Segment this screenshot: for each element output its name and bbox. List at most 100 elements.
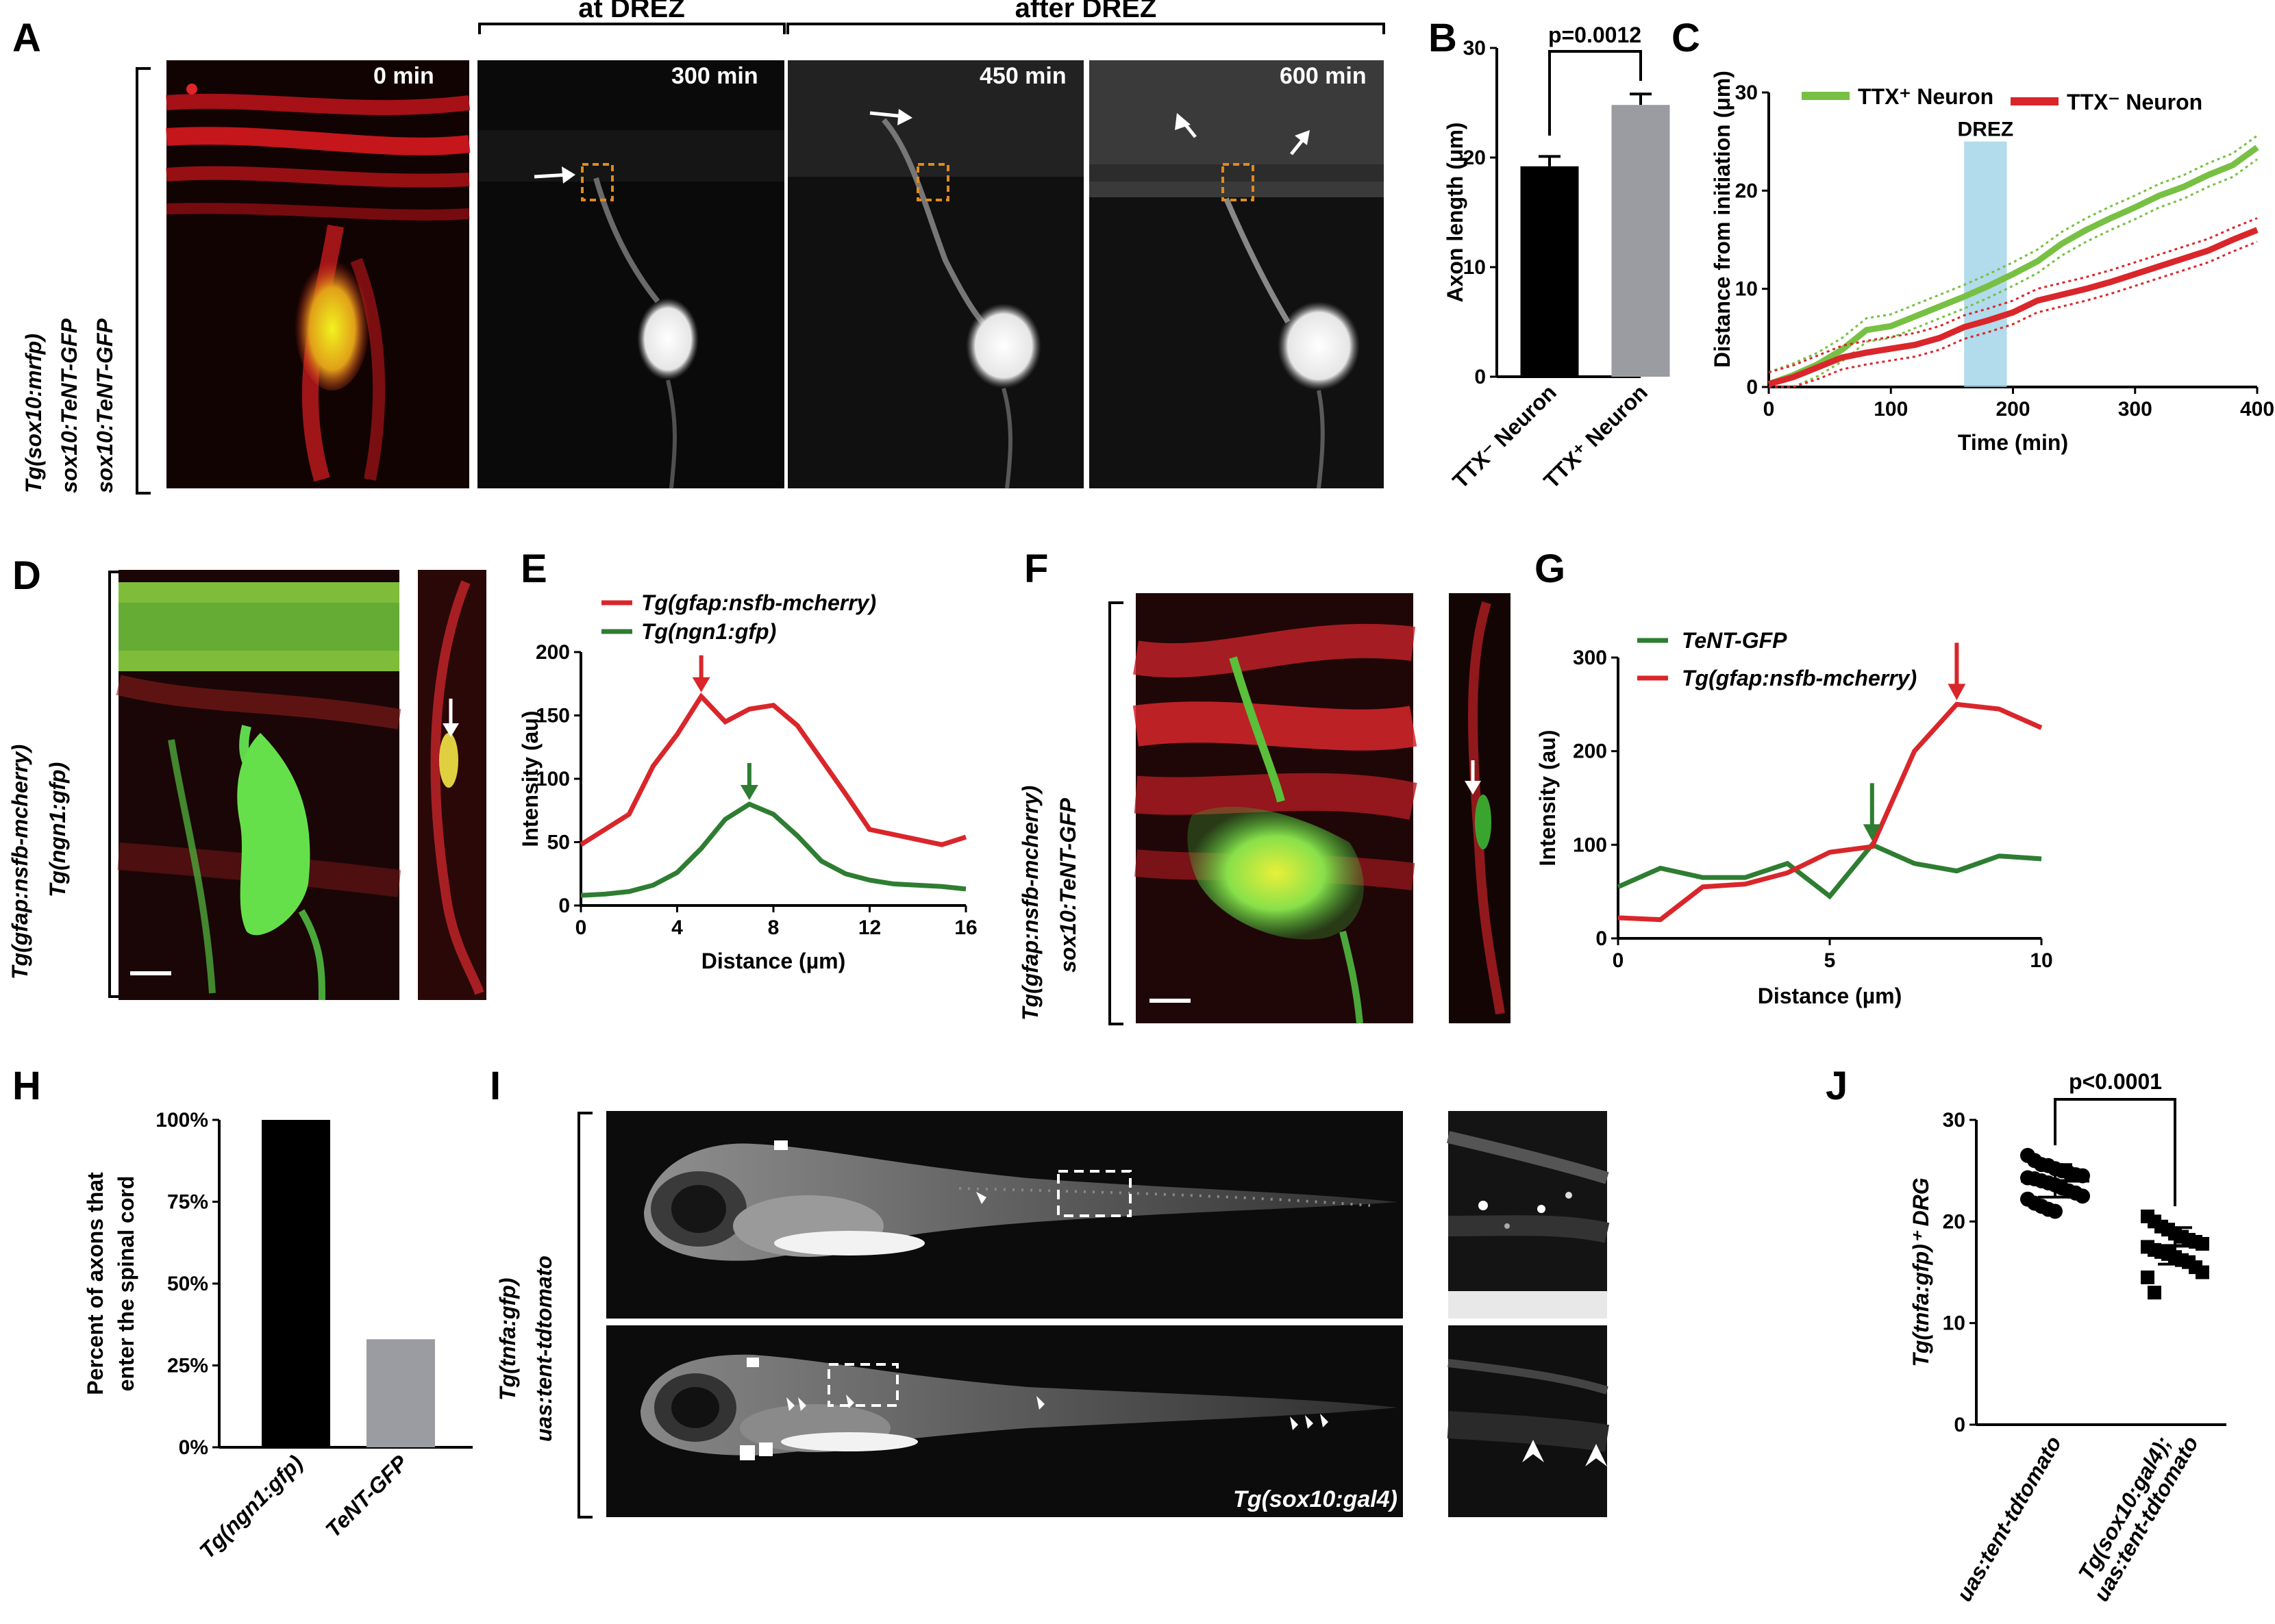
- panel-h: H 0% 25% 50% 75% 100% Tg(ngn1:gfp) TeNT-GFP Per…: [12, 1064, 473, 1563]
- micrograph-f-main: [1132, 593, 1417, 1024]
- x-category-label: TeNT-GFP: [321, 1450, 412, 1542]
- x-tick-label: 400: [2240, 398, 2274, 421]
- header-after-drez: after DREZ: [1015, 0, 1157, 23]
- panel-label-c: C: [1671, 16, 1700, 60]
- bar: [1520, 166, 1579, 377]
- chart-e: 0 4 8 12 16 0 50 100 150 200 Tg(gfap:nsfb-mcherry)…: [518, 590, 978, 973]
- micrograph-f-ortho: [1449, 593, 1511, 1023]
- series-line: [580, 692, 967, 847]
- x-tick-label: 300: [2118, 398, 2152, 421]
- x-category-label: Tg(ngn1:gfp): [195, 1450, 308, 1563]
- y-tick-label: 10: [1735, 278, 1758, 301]
- peak-arrowhead: [1863, 824, 1881, 841]
- legend-label: Tg(gfap:nsfb-mcherry): [641, 590, 876, 615]
- micrograph-d-main: [116, 570, 401, 1001]
- panel-label-i: I: [490, 1064, 501, 1108]
- legend-label: TeNT-GFP: [1682, 628, 1787, 653]
- x-tick-label: 200: [1996, 398, 2030, 421]
- series-sem-upper: [1768, 217, 2258, 373]
- bar: [1611, 105, 1670, 377]
- series-line: [1617, 842, 2042, 900]
- x-axis-label: Distance (µm): [701, 949, 845, 973]
- timestamp-450min: 450 min: [980, 63, 1067, 89]
- legend-bracket-i: [577, 1112, 593, 1519]
- data-point: [2148, 1286, 2161, 1300]
- y-tick-label: 100: [536, 768, 570, 790]
- panel-i: I Tg(tnfa:gfp) uas:tent-tdtomato: [490, 1064, 1610, 1519]
- significance-bracket: [1548, 50, 1642, 136]
- y-tick-label: 100: [1573, 834, 1607, 856]
- x-tick-label: 5: [1824, 949, 1836, 972]
- y-tick-label: 25%: [167, 1355, 208, 1377]
- legend-line-a-1: Tg(sox10:mrfp): [21, 334, 46, 493]
- y-axis-label: Intensity (au): [518, 710, 543, 847]
- timestamp-600min: 600 min: [1280, 63, 1367, 89]
- legend-label: TTX⁻ Neuron: [2067, 90, 2202, 114]
- x-tick-label: 100: [1874, 398, 1908, 421]
- header-at-drez: at DREZ: [578, 0, 685, 23]
- micrograph-i-bottom-inset: [1447, 1325, 1609, 1517]
- p-value: p=0.0012: [1548, 23, 1641, 47]
- y-tick-label: 20: [1463, 147, 1486, 169]
- x-tick-label: 4: [671, 916, 683, 939]
- y-tick-label: 10: [1943, 1312, 1965, 1335]
- panel-a: A Tg(sox10:mrfp) sox10:TeNT-GFP sox10:Te…: [12, 0, 1385, 495]
- chart-h: 0% 25% 50% 75% 100% Tg(ngn1:gfp) TeNT-GFP Perce…: [83, 1109, 473, 1563]
- data-point: [2196, 1236, 2209, 1251]
- panel-label-e: E: [521, 547, 547, 591]
- legend-label: Tg(ngn1:gfp): [641, 619, 776, 644]
- panel-c: C 0 100 200 300 400 0 10 20 30 DREZ TTX⁺ Neuron TTX…: [1671, 16, 2274, 455]
- y-tick-label: 30: [1735, 82, 1758, 104]
- series-line: [1767, 227, 2259, 388]
- data-point: [2196, 1265, 2209, 1279]
- panel-label-b: B: [1428, 16, 1457, 60]
- y-tick-label: 200: [536, 641, 570, 664]
- legend-line-f-1: Tg(gfap:nsfb-mcherry): [1018, 786, 1043, 1021]
- y-tick-label: 50%: [167, 1273, 208, 1295]
- panel-label-a: A: [12, 16, 41, 60]
- micrograph-a-300min: 300 min: [477, 60, 784, 489]
- series-line: [580, 801, 967, 898]
- x-axis-label: Distance (µm): [1758, 984, 1902, 1008]
- inset-label-sox10-gal4: Tg(sox10:gal4): [1233, 1486, 1397, 1512]
- y-axis-label: Tg(tnfa:gfp)⁺ DRG: [1909, 1177, 1933, 1366]
- legend-bracket-d: [108, 571, 123, 998]
- legend-line-a-2: sox10:TeNT-GFP: [57, 318, 82, 493]
- y-tick-label: 0: [1746, 376, 1758, 399]
- y-axis-label-line-1: Percent of axons that: [83, 1172, 108, 1395]
- y-tick-label: 50: [547, 832, 570, 854]
- y-tick-label: 10: [1463, 256, 1486, 279]
- y-axis-label: Intensity (au): [1535, 729, 1560, 866]
- peak-arrowhead: [1948, 684, 1966, 701]
- chart-c: 0 100 200 300 400 0 10 20 30 DREZ TTX⁺ Neuron TTX⁻ …: [1710, 71, 2274, 455]
- significance-bracket: [2054, 1098, 2176, 1207]
- x-tick-label: 12: [858, 916, 881, 939]
- header-bracket-at-drez: [478, 23, 786, 34]
- series-sem-upper: [1768, 134, 2258, 373]
- panel-g: G 0 5 100100200300TeNT-GFPTg(gfap:nsfb-mch…: [1534, 547, 2053, 1008]
- y-tick-label: 0: [558, 895, 570, 917]
- x-category-label: uas:tent-tdtomato: [1952, 1432, 2066, 1606]
- legend-line-d-2: Tg(ngn1:gfp): [45, 762, 70, 897]
- panel-e: E 0 4 8 12 16 0 50 100 150 200 Tg(gfap:nsfb-mcherr…: [518, 547, 978, 973]
- legend-line-f-2: sox10:TeNT-GFP: [1056, 797, 1080, 973]
- micrograph-d-ortho: [418, 570, 486, 1000]
- micrograph-a-600min: 600 min: [1089, 60, 1384, 489]
- p-value: p<0.0001: [2069, 1069, 2162, 1094]
- series-sem-lower: [1769, 158, 2258, 388]
- peak-arrowhead: [740, 785, 758, 800]
- bar: [262, 1120, 330, 1447]
- legend-label: TTX⁺ Neuron: [1858, 84, 1993, 109]
- header-bracket-after-drez: [786, 23, 1385, 34]
- data-point: [2075, 1188, 2090, 1204]
- timestamp-300min: 300 min: [671, 63, 758, 89]
- micrograph-i-top: [606, 1111, 1403, 1319]
- y-axis-label: Distance from initiation (μm): [1710, 71, 1735, 368]
- y-tick-label: 30: [1943, 1109, 1965, 1132]
- drez-band: [1964, 141, 2007, 387]
- bar: [366, 1339, 435, 1447]
- micrograph-a-0min: 0 min: [166, 60, 471, 488]
